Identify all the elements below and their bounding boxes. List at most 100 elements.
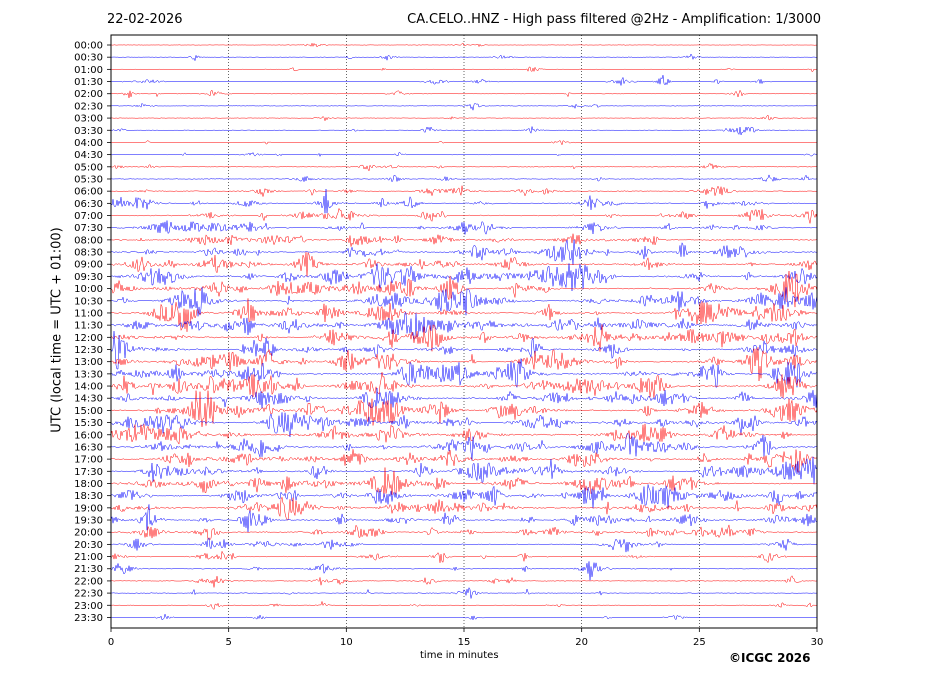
y-tick-label: 11:30 <box>74 321 103 332</box>
trace-03:30 <box>110 126 818 136</box>
trace-04:00 <box>111 140 818 146</box>
trace-17:30 <box>111 456 818 485</box>
y-tick-label: 02:30 <box>74 101 103 112</box>
trace-05:30 <box>110 174 818 183</box>
y-tick-label: 07:30 <box>74 223 103 234</box>
y-tick-label: 23:00 <box>74 601 103 612</box>
trace-16:30 <box>110 432 818 461</box>
trace-23:30 <box>111 613 817 621</box>
y-tick-label: 02:00 <box>74 89 103 100</box>
y-tick-label: 20:00 <box>74 528 103 539</box>
trace-09:30 <box>110 263 818 292</box>
x-tick-label: 10 <box>340 637 353 648</box>
trace-23:00 <box>110 600 818 610</box>
trace-06:30 <box>110 188 818 214</box>
y-tick-label: 10:30 <box>74 296 103 307</box>
trace-01:00 <box>110 66 818 73</box>
trace-01:30 <box>111 75 818 86</box>
x-tick-label: 0 <box>108 637 114 648</box>
y-tick-label: 10:00 <box>74 284 103 295</box>
trace-17:00 <box>110 449 818 473</box>
y-tick-label: 22:00 <box>74 576 103 587</box>
y-tick-label: 16:00 <box>74 430 103 441</box>
y-tick-label: 06:30 <box>74 199 103 210</box>
trace-00:30 <box>111 53 817 62</box>
trace-02:30 <box>110 102 817 111</box>
y-tick-label: 17:30 <box>74 467 103 478</box>
x-axis-label: time in minutes <box>420 650 499 661</box>
y-axis-label: UTC (local time = UTC + 01:00) <box>49 227 65 433</box>
trace-15:00 <box>110 390 818 427</box>
trace-04:30 <box>110 151 818 158</box>
y-tick-label: 19:30 <box>74 516 103 527</box>
y-tick-label: 09:30 <box>74 272 103 283</box>
trace-18:30 <box>110 484 818 509</box>
trace-11:30 <box>110 312 818 341</box>
y-tick-label: 16:30 <box>74 442 103 453</box>
trace-06:00 <box>111 185 818 197</box>
trace-12:00 <box>110 324 818 352</box>
trace-05:00 <box>110 162 818 172</box>
trace-07:00 <box>110 207 818 224</box>
y-tick-label: 04:30 <box>74 150 103 161</box>
y-tick-label: 18:30 <box>74 491 103 502</box>
trace-16:00 <box>110 423 818 445</box>
minute-gridlines <box>228 35 700 628</box>
y-tick-label: 00:30 <box>74 53 103 64</box>
y-tick-label: 13:00 <box>74 357 103 368</box>
y-tick-label: 23:30 <box>74 613 103 624</box>
trace-09:00 <box>111 251 818 277</box>
y-tick-label: 05:00 <box>74 162 103 173</box>
y-tick-label: 06:00 <box>74 187 103 198</box>
trace-14:30 <box>110 387 818 410</box>
y-tick-label: 21:00 <box>74 552 103 563</box>
trace-10:00 <box>110 270 818 308</box>
trace-20:30 <box>110 537 817 553</box>
trace-19:00 <box>110 496 818 521</box>
trace-13:30 <box>110 358 818 389</box>
y-tick-label: 01:30 <box>74 77 103 88</box>
x-tick-label: 5 <box>225 637 231 648</box>
y-tick-label: 14:00 <box>74 382 103 393</box>
trace-13:00 <box>110 347 818 382</box>
trace-18:00 <box>110 467 818 497</box>
trace-19:30 <box>110 504 818 533</box>
y-tick-label: 01:00 <box>74 65 103 76</box>
y-tick-label: 17:00 <box>74 455 103 466</box>
trace-14:00 <box>110 372 818 399</box>
trace-15:30 <box>110 412 818 438</box>
y-tick-label: 12:00 <box>74 333 103 344</box>
trace-21:00 <box>110 550 818 564</box>
chart-title: CA.CELO..HNZ - High pass filtered @2Hz -… <box>407 12 821 27</box>
y-tick-label: 03:00 <box>74 114 103 125</box>
y-tick-label: 03:30 <box>74 126 103 137</box>
x-tick-label: 15 <box>458 637 471 648</box>
x-tick-label: 30 <box>811 637 824 648</box>
trace-08:00 <box>111 233 818 247</box>
y-tick-label: 15:00 <box>74 406 103 417</box>
trace-07:30 <box>110 220 817 235</box>
y-tick-label: 21:30 <box>74 564 103 575</box>
trace-03:00 <box>110 114 818 122</box>
y-tick-label: 11:00 <box>74 308 103 319</box>
trace-00:00 <box>111 42 817 48</box>
y-tick-label: 13:30 <box>74 369 103 380</box>
y-tick-label: 18:00 <box>74 479 103 490</box>
y-tick-label: 00:00 <box>74 41 103 52</box>
x-axis-ticks: 0 5 10 15 20 25 30 <box>108 628 824 648</box>
x-tick-label: 20 <box>575 637 588 648</box>
y-tick-label: 12:30 <box>74 345 103 356</box>
trace-10:30 <box>110 287 818 317</box>
trace-12:30 <box>110 331 818 370</box>
y-tick-label: 22:30 <box>74 589 103 600</box>
y-tick-label: 05:30 <box>74 174 103 185</box>
trace-11:00 <box>110 298 818 332</box>
y-tick-label: 14:30 <box>74 394 103 405</box>
y-tick-label: 08:00 <box>74 235 103 246</box>
x-tick-label: 25 <box>693 637 706 648</box>
y-tick-label: 15:30 <box>74 418 103 429</box>
trace-02:00 <box>110 89 817 99</box>
trace-21:30 <box>110 561 818 581</box>
